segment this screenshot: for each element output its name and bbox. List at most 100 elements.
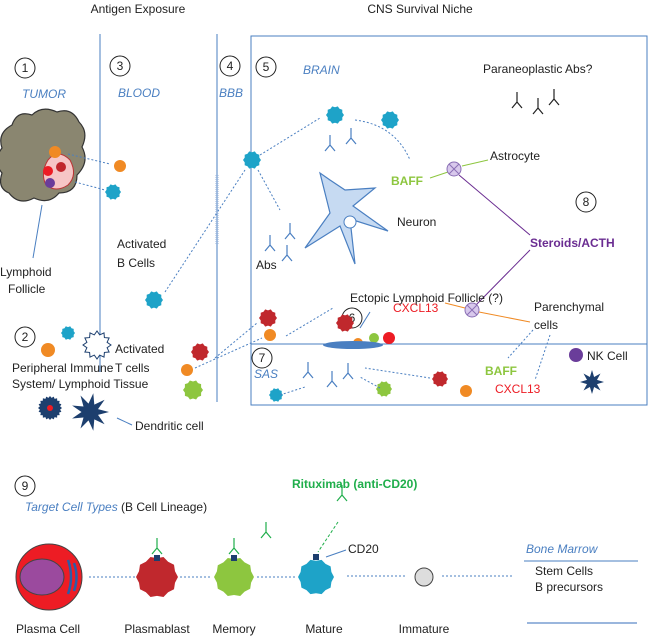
mature-cell-icon bbox=[298, 559, 334, 595]
svg-text:4: 4 bbox=[227, 59, 234, 73]
dendritic-cell-icon bbox=[72, 393, 109, 431]
label-abs: Abs bbox=[256, 258, 277, 272]
antibody-icon bbox=[264, 235, 276, 252]
crossed-circle-icon bbox=[464, 302, 480, 318]
label-rituximab: Rituximab (anti-CD20) bbox=[292, 477, 417, 491]
svg-text:1: 1 bbox=[22, 61, 29, 75]
label-parenchymal-2: cells bbox=[534, 318, 558, 332]
label-sas: SAS bbox=[254, 367, 278, 381]
lineage-arrows bbox=[87, 575, 512, 578]
svg-text:8: 8 bbox=[583, 195, 590, 209]
label-memory: Memory bbox=[212, 622, 255, 636]
header-cns-niche: CNS Survival Niche bbox=[367, 2, 473, 16]
antibody-icon bbox=[342, 363, 354, 380]
svg-text:3: 3 bbox=[117, 59, 124, 73]
lymphoid-pointer bbox=[32, 204, 43, 259]
svg-text:2: 2 bbox=[22, 330, 29, 344]
lineage-title: Target Cell Types (B Cell Lineage) bbox=[25, 500, 207, 514]
label-mature: Mature bbox=[305, 622, 343, 636]
t-cell-icon bbox=[114, 160, 126, 172]
t-cell-icon bbox=[41, 343, 55, 357]
antigen-outline-icon bbox=[82, 330, 112, 360]
plasmablast-icon bbox=[432, 371, 448, 387]
antibody-icon bbox=[511, 92, 523, 109]
antibody-icons bbox=[151, 89, 560, 555]
label-b-precursors: B precursors bbox=[535, 580, 603, 594]
ectopic-follicle bbox=[323, 341, 383, 349]
antibody-icon bbox=[260, 522, 272, 539]
b-cell-icon bbox=[145, 291, 163, 309]
cells bbox=[38, 106, 604, 597]
label-parenchymal-1: Parenchymal bbox=[534, 300, 604, 314]
label-plasmablast: Plasmablast bbox=[124, 622, 190, 636]
svg-text:9: 9 bbox=[22, 479, 29, 493]
dendritic-core-icon bbox=[47, 405, 53, 411]
antibody-icon bbox=[324, 135, 336, 152]
label-neuron: Neuron bbox=[397, 215, 436, 229]
label-brain: BRAIN bbox=[303, 63, 340, 77]
label-lymphoid-1: Lymphoid bbox=[0, 265, 52, 279]
cd20-marker-icon bbox=[154, 555, 160, 561]
label-cd20: CD20 bbox=[348, 542, 379, 556]
label-activated-b-1: Activated bbox=[117, 237, 166, 251]
memory-cell-icon bbox=[214, 558, 254, 596]
crossed-circle-icon bbox=[446, 161, 462, 177]
antibody-icon bbox=[151, 538, 163, 555]
label-activated-b-2: B Cells bbox=[117, 256, 155, 270]
antibody-icon bbox=[532, 98, 544, 115]
b-cell-icon bbox=[243, 151, 261, 169]
nk-cell-star-icon bbox=[580, 370, 604, 394]
label-activated-t-1: Activated bbox=[115, 342, 164, 356]
label-activated-t-2: T cells bbox=[115, 361, 149, 375]
label-dendritic-cell: Dendritic cell bbox=[135, 419, 204, 433]
nk-cell-icon bbox=[569, 348, 583, 362]
label-peripheral-1: Peripheral Immune bbox=[12, 361, 114, 375]
t-cell-icon bbox=[264, 329, 276, 341]
label-plasma-cell: Plasma Cell bbox=[16, 622, 80, 636]
label-peripheral-2: System/ Lymphoid Tissue bbox=[12, 377, 149, 391]
antibody-icon bbox=[284, 223, 296, 240]
label-cxcl13: CXCL13 bbox=[393, 301, 439, 315]
t-cell-icon bbox=[181, 364, 193, 376]
sas-box bbox=[250, 343, 648, 406]
label-blood: BLOOD bbox=[118, 86, 160, 100]
b-cell-icon bbox=[269, 388, 283, 402]
antibody-icon bbox=[302, 362, 314, 379]
b-cell-icon bbox=[61, 326, 75, 340]
label-immature: Immature bbox=[399, 622, 450, 636]
cd20-marker-icon bbox=[313, 554, 319, 560]
label-astrocyte: Astrocyte bbox=[490, 149, 540, 163]
neuron-icon bbox=[304, 171, 389, 265]
label-paraneoplastic: Paraneoplastic Abs? bbox=[483, 62, 593, 76]
label-sas-cxcl13: CXCL13 bbox=[495, 382, 541, 396]
header-antigen-exposure: Antigen Exposure bbox=[91, 2, 186, 16]
memory-cell-icon bbox=[369, 333, 379, 343]
cd20-marker-icon bbox=[231, 555, 237, 561]
svg-text:7: 7 bbox=[259, 351, 266, 365]
plasmablast-icon bbox=[259, 309, 277, 327]
svg-text:5: 5 bbox=[263, 60, 270, 74]
antibody-icon bbox=[326, 371, 338, 388]
tumor-icon bbox=[0, 108, 86, 202]
label-sas-baff: BAFF bbox=[485, 364, 517, 378]
antibody-icon bbox=[345, 128, 357, 145]
b-cell-icon bbox=[381, 111, 399, 129]
b-cell-icon bbox=[326, 106, 344, 124]
immature-cell-icon bbox=[414, 567, 434, 587]
plasmablast-icon bbox=[336, 314, 354, 332]
antibody-icon bbox=[228, 538, 240, 555]
migration-arrows bbox=[164, 117, 551, 396]
memory-cell-icon bbox=[376, 381, 392, 397]
label-baff: BAFF bbox=[391, 174, 423, 188]
memory-cell-icon bbox=[183, 380, 203, 400]
plasmablast-icon bbox=[191, 343, 209, 361]
section-numbers: 1 3 4 5 8 6 7 2 9 bbox=[14, 55, 597, 497]
label-lymphoid-2: Follicle bbox=[8, 282, 46, 296]
label-stem-cells: Stem Cells bbox=[535, 564, 593, 578]
antibody-icon bbox=[281, 245, 293, 262]
antibody-icon bbox=[548, 89, 560, 106]
plasma-cell-icon bbox=[15, 543, 83, 611]
label-ectopic-follicle: Ectopic Lymphoid Follicle (?) bbox=[350, 291, 503, 305]
label-bbb: BBB bbox=[219, 86, 243, 100]
